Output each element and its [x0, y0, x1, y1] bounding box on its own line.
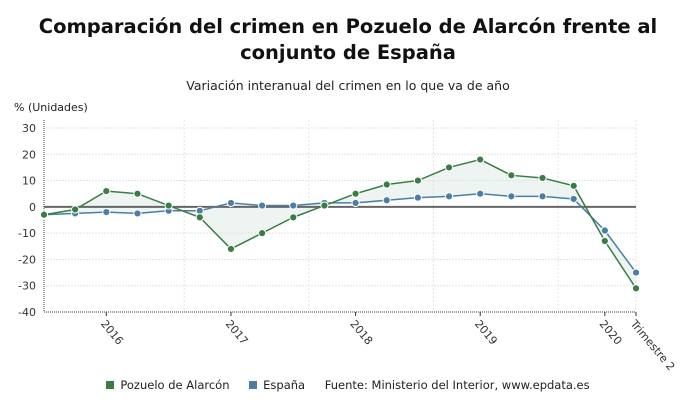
- data-point: [133, 189, 142, 198]
- data-point: [133, 209, 142, 218]
- y-tick-label: -10: [18, 227, 36, 240]
- data-point: [195, 213, 204, 222]
- legend-label: España: [263, 378, 306, 392]
- data-point: [600, 236, 609, 246]
- data-point: [289, 213, 298, 222]
- legend-item-espana[interactable]: España: [249, 378, 305, 392]
- y-tick-label: 0: [29, 201, 36, 214]
- data-point: [569, 194, 578, 204]
- data-point: [382, 196, 391, 205]
- x-tick-label: 2020: [597, 318, 625, 348]
- data-point: [444, 192, 454, 201]
- x-tick-label: 2017: [223, 318, 251, 348]
- legend-label: Pozuelo de Alarcón: [120, 378, 230, 392]
- data-point: [320, 201, 329, 210]
- y-tick-label: 10: [22, 175, 36, 188]
- y-tick-label: 20: [22, 148, 36, 161]
- data-point: [631, 284, 641, 293]
- data-point: [444, 163, 454, 172]
- y-tick-label: 30: [22, 122, 36, 135]
- source-note: Fuente: Ministerio del Interior, www.epd…: [324, 378, 590, 392]
- legend-swatch: [249, 381, 258, 389]
- series-line-espana: [43, 192, 637, 274]
- data-point: [507, 192, 516, 201]
- data-point: [258, 229, 267, 238]
- data-point: [351, 189, 360, 198]
- legend-item-pozuelo[interactable]: Pozuelo de Alarcón: [106, 378, 230, 392]
- data-point: [538, 173, 547, 183]
- data-point: [102, 186, 111, 196]
- chart-title: Comparación del crimen en Pozuelo de Ala…: [38, 15, 658, 64]
- y-axis-label: % (Unidades): [14, 101, 88, 114]
- data-point: [164, 201, 173, 210]
- x-tick-label: 2018: [347, 318, 375, 348]
- data-point: [631, 268, 641, 277]
- data-point: [413, 176, 422, 185]
- y-tick-label: -20: [18, 253, 36, 266]
- data-point: [226, 198, 236, 208]
- data-point: [382, 180, 391, 189]
- data-point: [39, 210, 49, 219]
- data-point: [102, 208, 111, 217]
- data-point: [476, 189, 485, 198]
- data-point: [507, 171, 516, 180]
- data-point: [600, 226, 609, 235]
- data-point: [351, 198, 360, 208]
- difference-area: [44, 159, 636, 289]
- x-tick-label: 2016: [98, 318, 126, 348]
- data-point: [71, 205, 80, 214]
- x-tick-label: Trimestre 2: [627, 317, 677, 373]
- series-line-pozuelo: [43, 158, 637, 289]
- data-point: [569, 181, 578, 190]
- legend-swatch: [106, 381, 115, 389]
- y-tick-label: -40: [18, 306, 36, 319]
- x-tick-label: 2019: [472, 318, 500, 348]
- legend: Pozuelo de Alarcón España Fuente: Minist…: [0, 378, 696, 392]
- data-point: [258, 201, 267, 210]
- data-point: [476, 155, 485, 164]
- data-point: [226, 244, 236, 254]
- data-point: [413, 193, 422, 202]
- y-tick-label: -30: [18, 280, 36, 293]
- chart-subtitle: Variación interanual del crimen en lo qu…: [186, 78, 510, 93]
- data-point: [289, 201, 298, 210]
- data-point: [538, 192, 547, 201]
